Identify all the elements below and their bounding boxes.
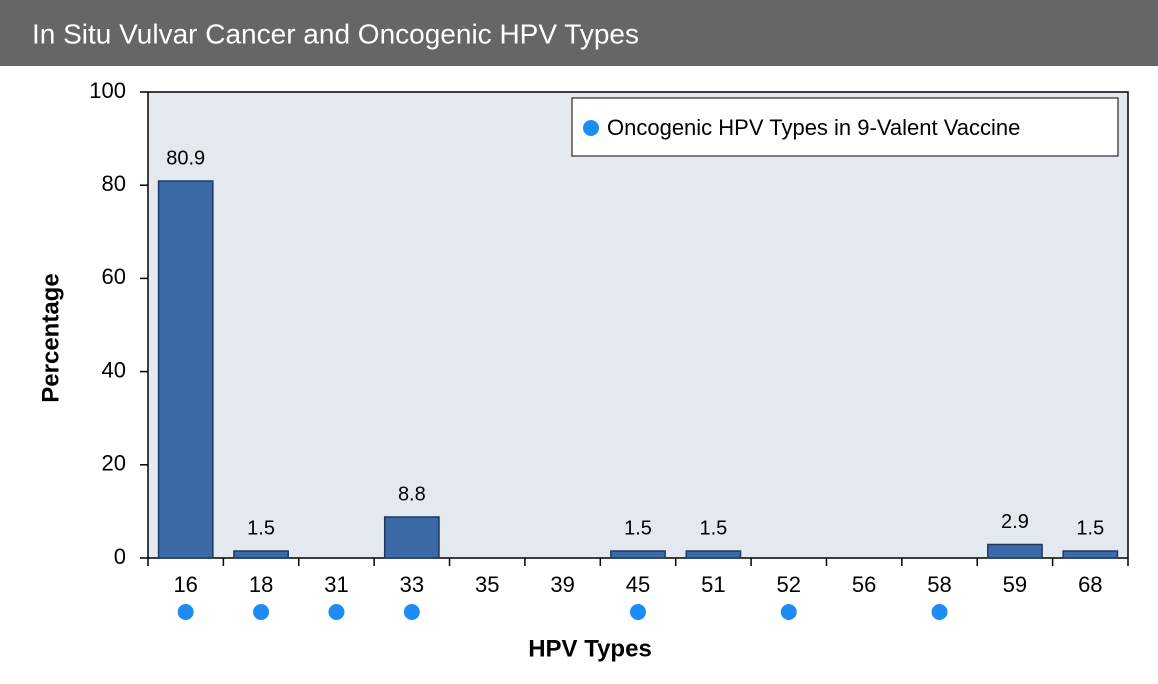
- data-label: 1.5: [624, 517, 652, 539]
- x-tick-label: 68: [1078, 572, 1102, 597]
- y-tick-label: 80: [102, 171, 126, 196]
- x-tick-label: 35: [475, 572, 499, 597]
- data-label: 1.5: [1076, 517, 1104, 539]
- data-label: 1.5: [247, 517, 275, 539]
- vaccine-marker: [630, 604, 646, 620]
- bar: [987, 543, 1043, 559]
- vaccine-marker: [328, 604, 345, 620]
- x-tick-label: 45: [626, 572, 650, 597]
- bar: [233, 550, 289, 559]
- vaccine-marker: [177, 604, 194, 620]
- x-tick-label: 18: [249, 572, 273, 597]
- y-tick-label: 60: [102, 264, 126, 289]
- y-tick-label: 100: [89, 78, 126, 103]
- y-axis-label: Percentage: [37, 273, 64, 402]
- bar: [685, 550, 742, 559]
- data-label: 80.9: [166, 147, 205, 169]
- plot-area: [147, 91, 1129, 559]
- x-tick-label: 58: [927, 572, 951, 597]
- x-tick-label: 39: [550, 572, 574, 597]
- x-tick-label: 52: [777, 572, 801, 597]
- data-label: 1.5: [699, 517, 727, 539]
- y-tick-label: 0: [114, 544, 126, 569]
- vaccine-marker: [780, 604, 797, 620]
- legend-label: Oncogenic HPV Types in 9-Valent Vaccine: [607, 115, 1020, 140]
- x-tick-label: 51: [701, 572, 725, 597]
- bar: [1062, 550, 1119, 559]
- y-tick-label: 40: [102, 357, 126, 382]
- bar: [383, 516, 440, 559]
- bar: [157, 180, 214, 559]
- data-label: 2.9: [1001, 511, 1029, 533]
- x-tick-label: 31: [324, 572, 348, 597]
- chart-title: In Situ Vulvar Cancer and Oncogenic HPV …: [32, 18, 639, 49]
- bar: [610, 550, 666, 559]
- x-tick-label: 16: [173, 572, 197, 597]
- x-tick-label: 33: [400, 572, 424, 597]
- data-label: 8.8: [398, 483, 426, 505]
- title-bar: [0, 0, 1158, 66]
- legend-marker: [583, 120, 599, 136]
- vaccine-marker: [253, 604, 270, 620]
- x-axis-label: HPV Types: [528, 635, 652, 662]
- x-tick-label: 56: [852, 572, 876, 597]
- vaccine-marker: [931, 604, 948, 620]
- vaccine-marker: [403, 604, 420, 620]
- y-tick-label: 20: [102, 451, 126, 476]
- legend-box: [571, 97, 1119, 157]
- x-tick-label: 59: [1003, 572, 1027, 597]
